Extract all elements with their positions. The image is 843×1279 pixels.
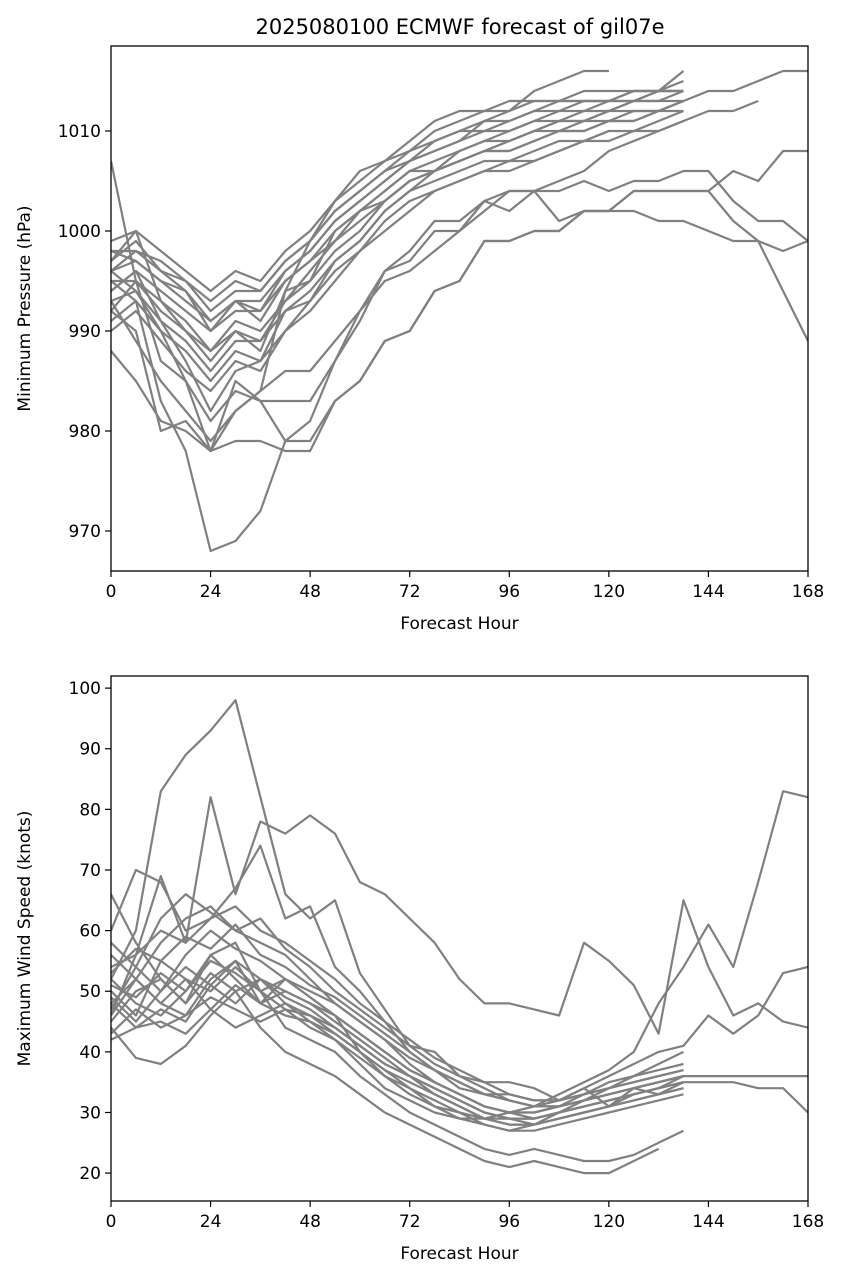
y-tick-label: 20 xyxy=(79,1164,101,1184)
series-group xyxy=(111,69,808,553)
series-line-20 xyxy=(111,119,684,393)
series-line-19 xyxy=(111,89,684,313)
series-line-7 xyxy=(111,990,660,1175)
y-tick-label: 1000 xyxy=(58,222,101,242)
x-tick-label: 0 xyxy=(106,1212,117,1232)
y-tick-label: 30 xyxy=(79,1103,101,1123)
series-line-18 xyxy=(111,977,684,1126)
x-tick-label: 144 xyxy=(692,582,724,602)
series-line-2 xyxy=(111,796,808,1035)
x-tick-label: 120 xyxy=(593,1212,625,1232)
y-tick-label: 70 xyxy=(79,861,101,881)
x-tick-label: 96 xyxy=(498,582,520,602)
x-tick-label: 48 xyxy=(299,1212,321,1232)
y-tick-label: 60 xyxy=(79,922,101,942)
wind-speed-chart: 0 24 48 72 96 120 144 168 20 30 40 50 60 70 80 90 100 For… xyxy=(15,675,824,1264)
y-axis-label: Maximum Wind Speed (knots) xyxy=(15,811,35,1067)
x-tick-label: 96 xyxy=(498,1212,520,1232)
series-line-6 xyxy=(111,169,808,423)
plot-frame xyxy=(110,45,809,572)
y-tick-label: 50 xyxy=(79,982,101,1002)
x-axis-label: Forecast Hour xyxy=(400,1244,518,1264)
series-line-13 xyxy=(111,905,684,1102)
series-line-3 xyxy=(111,844,808,1102)
series-line-15 xyxy=(111,996,684,1132)
plot-frame xyxy=(110,675,809,1202)
y-tick-label: 80 xyxy=(79,800,101,820)
series-line-18 xyxy=(111,109,684,363)
figure-title: 2025080100 ECMWF forecast of gil07e xyxy=(255,15,664,39)
pressure-chart: 0 24 48 72 96 120 144 168 970 980 990 1000 1010 Forec… xyxy=(15,45,824,634)
y-tick-label: 970 xyxy=(69,522,101,542)
series-line-19 xyxy=(111,923,684,1108)
y-tick-label: 100 xyxy=(69,679,101,699)
x-tick-label: 0 xyxy=(106,582,117,602)
series-line-6 xyxy=(111,893,684,1163)
x-tick-label: 120 xyxy=(593,582,625,602)
x-tick-label: 144 xyxy=(692,1212,724,1232)
x-tick-label: 168 xyxy=(792,1212,824,1232)
y-tick-label: 90 xyxy=(79,740,101,760)
series-line-14 xyxy=(111,89,684,293)
x-tick-label: 168 xyxy=(792,582,824,602)
y-tick-label: 40 xyxy=(79,1043,101,1063)
series-line-20 xyxy=(111,977,684,1120)
series-line-5 xyxy=(111,99,759,443)
y-axis-label: Minimum Pressure (hPa) xyxy=(15,205,35,411)
series-line-15 xyxy=(111,99,684,333)
y-tick-label: 1010 xyxy=(58,122,101,142)
y-tick-label: 980 xyxy=(69,422,101,442)
x-tick-label: 24 xyxy=(200,582,222,602)
series-line-4 xyxy=(111,209,808,453)
x-tick-label: 24 xyxy=(200,1212,222,1232)
x-tick-label: 48 xyxy=(299,582,321,602)
series-line-7 xyxy=(111,69,808,353)
x-tick-label: 72 xyxy=(399,582,421,602)
x-tick-label: 72 xyxy=(399,1212,421,1232)
y-tick-label: 990 xyxy=(69,322,101,342)
series-group xyxy=(111,699,808,1175)
x-axis-label: Forecast Hour xyxy=(400,614,518,634)
series-line-17 xyxy=(111,89,684,323)
